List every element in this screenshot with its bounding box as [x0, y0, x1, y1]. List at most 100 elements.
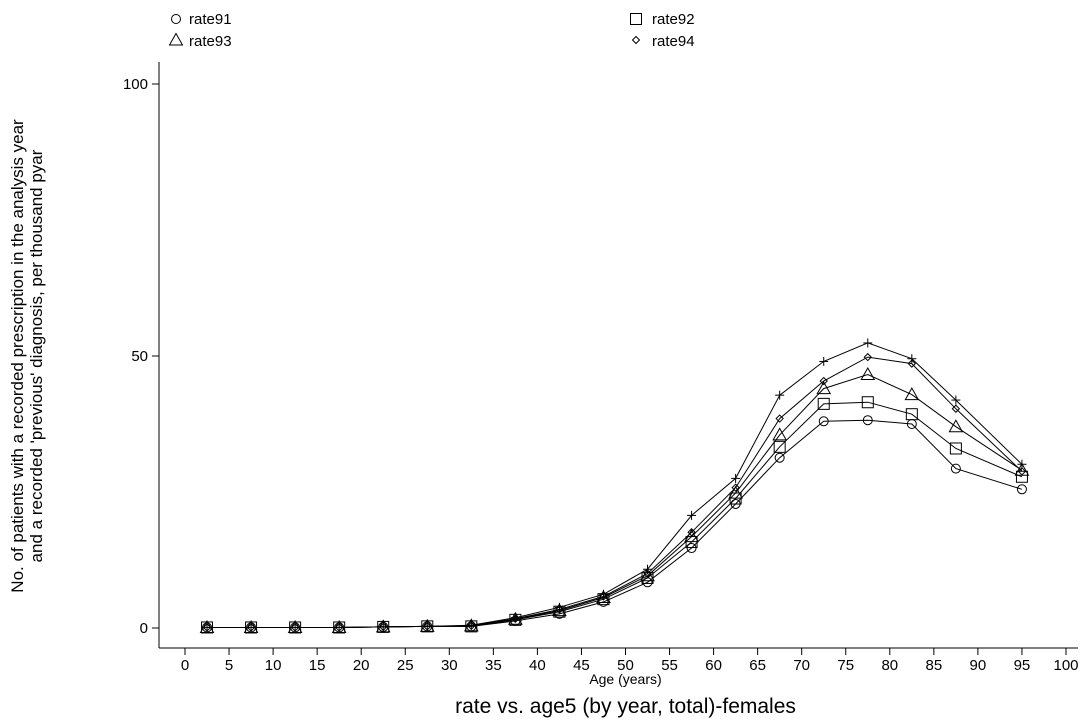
x-tick-label: 30 — [441, 657, 458, 674]
legend-label-rate91: rate91 — [189, 11, 232, 28]
y-tick-label: 0 — [140, 620, 148, 637]
y-axis-label-line-1: No. of patients with a recorded prescrip… — [8, 119, 27, 593]
chart-title: rate vs. age5 (by year, total)-females — [455, 695, 796, 718]
x-axis-label: Age (years) — [589, 671, 661, 687]
series-rate93 — [199, 366, 1030, 633]
data-point-series-5 — [687, 510, 697, 520]
data-point-series-5 — [246, 622, 256, 632]
data-point-series-5 — [202, 622, 212, 632]
series-line-series-5 — [207, 342, 1023, 628]
x-tick-label: 40 — [529, 657, 546, 674]
data-point-series-5 — [907, 354, 917, 364]
data-point-series-5 — [863, 338, 873, 348]
legend-item-rate94: rate94 — [631, 33, 695, 50]
data-point-rate91 — [950, 463, 961, 474]
y-tick-label: 100 — [123, 76, 148, 93]
legend-label-rate94: rate94 — [652, 33, 695, 50]
data-point-series-5 — [510, 613, 520, 623]
x-tick-label: 20 — [353, 657, 370, 674]
x-tick-label: 0 — [181, 657, 189, 674]
data-point-series-5 — [951, 395, 961, 405]
x-tick-label: 80 — [881, 657, 898, 674]
data-point-rate94 — [643, 569, 652, 578]
data-point-rate93 — [904, 387, 920, 401]
data-point-rate92 — [773, 440, 786, 453]
data-point-rate92 — [1015, 470, 1028, 483]
x-tick-label: 60 — [705, 657, 722, 674]
data-point-rate93 — [772, 427, 788, 441]
x-tick-label: 25 — [397, 657, 414, 674]
x-tick-label: 70 — [793, 657, 810, 674]
legend-item-rate93: rate93 — [168, 32, 232, 50]
data-point-rate94 — [951, 404, 961, 413]
legend-label-rate92: rate92 — [652, 11, 695, 28]
y-axis-label-line-2: and a recorded 'previous' diagnosis, per… — [27, 149, 46, 562]
x-tick-label: 55 — [661, 657, 678, 674]
legend-marker-rate94 — [631, 35, 641, 45]
data-point-series-5 — [731, 473, 741, 483]
x-tick-label: 5 — [225, 657, 233, 674]
data-point-series-5 — [1017, 459, 1027, 469]
data-point-rate92 — [949, 442, 962, 455]
legend: rate91 rate92 rate93 rate94 — [168, 11, 695, 50]
legend-label-rate93: rate93 — [189, 33, 232, 50]
data-point-rate92 — [861, 396, 874, 409]
legend-item-rate91: rate91 — [171, 11, 232, 28]
x-tick-label: 100 — [1053, 657, 1078, 674]
series-line-rate93 — [207, 373, 1023, 628]
data-point-rate93 — [948, 419, 964, 433]
series-series-5 — [202, 338, 1027, 632]
series-group — [199, 338, 1030, 634]
data-point-rate94 — [863, 352, 872, 362]
data-point-rate94 — [775, 414, 784, 423]
x-tick-label: 90 — [970, 657, 987, 674]
legend-marker-rate92 — [630, 13, 642, 25]
data-point-series-5 — [598, 589, 608, 599]
data-point-rate94 — [1017, 467, 1027, 476]
data-point-series-5 — [775, 390, 785, 400]
data-point-series-5 — [643, 564, 653, 574]
data-point-rate94 — [907, 359, 917, 368]
series-rate91 — [202, 415, 1027, 633]
series-line-rate94 — [207, 356, 1023, 628]
x-tick-label: 85 — [926, 657, 943, 674]
data-point-rate93 — [816, 381, 832, 395]
data-point-series-5 — [819, 356, 829, 366]
data-point-series-5 — [554, 602, 564, 612]
data-point-rate91 — [774, 452, 785, 463]
y-axis: 0 50 100 — [123, 62, 160, 648]
legend-item-rate92: rate92 — [630, 11, 695, 28]
data-point-rate94 — [819, 376, 828, 386]
data-point-series-5 — [334, 622, 344, 632]
x-tick-label: 10 — [265, 657, 282, 674]
x-tick-label: 65 — [749, 657, 766, 674]
data-point-rate93 — [728, 485, 743, 499]
data-point-rate91 — [862, 415, 873, 426]
x-tick-label: 95 — [1014, 657, 1031, 674]
x-tick-label: 15 — [309, 657, 326, 674]
x-tick-label: 35 — [485, 657, 502, 674]
legend-marker-rate91 — [171, 14, 181, 24]
series-line-rate92 — [207, 401, 1023, 628]
data-point-rate94 — [687, 528, 696, 537]
data-point-rate94 — [731, 483, 740, 492]
data-point-rate92 — [905, 408, 918, 421]
data-point-series-5 — [378, 622, 388, 632]
x-tick-label: 45 — [573, 657, 590, 674]
x-tick-label: 50 — [617, 657, 634, 674]
y-tick-label: 50 — [131, 348, 148, 365]
legend-marker-rate93 — [168, 32, 184, 46]
data-point-series-5 — [290, 622, 300, 632]
data-point-series-5 — [422, 621, 432, 631]
series-line-rate91 — [207, 419, 1023, 628]
data-point-rate92 — [817, 397, 830, 410]
x-tick-label: 75 — [837, 657, 854, 674]
x-axis: 0 5 10 15 20 25 30 35 40 45 50 55 60 65 70 75 80 85 90 95 10… — [159, 647, 1079, 674]
data-point-rate91 — [1016, 484, 1027, 495]
data-point-rate93 — [860, 366, 876, 380]
data-point-series-5 — [466, 620, 476, 630]
series-rate94 — [202, 352, 1027, 632]
y-axis-label: No. of patients with a recorded prescrip… — [8, 119, 46, 593]
data-point-rate91 — [818, 416, 829, 427]
